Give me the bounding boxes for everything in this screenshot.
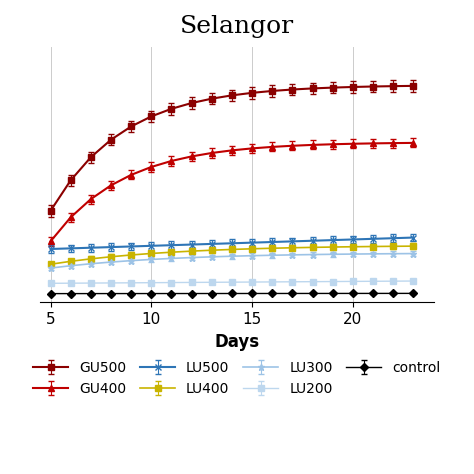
Title: Selangor: Selangor (180, 15, 294, 38)
Legend: GU500, GU400, LU500, LU400, LU300, LU200, control: GU500, GU400, LU500, LU400, LU300, LU200… (28, 356, 446, 401)
X-axis label: Days: Days (214, 333, 260, 351)
